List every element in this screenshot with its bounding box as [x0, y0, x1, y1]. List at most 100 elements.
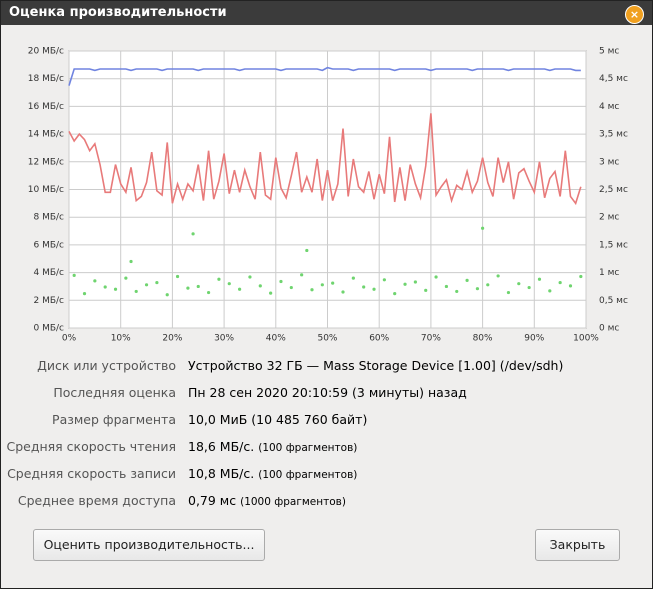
info-value: 0,79 мс (1000 фрагментов)	[188, 493, 346, 508]
y-tick-label: 6 МБ/с	[33, 240, 64, 250]
info-label: Последняя оценка	[53, 385, 176, 400]
x-tick-label: 90%	[524, 334, 544, 344]
value-note: (100 фрагментов)	[258, 469, 358, 481]
access-point	[548, 289, 552, 293]
y-tick-label: 2 МБ/с	[33, 296, 64, 306]
info-value: 18,6 МБ/с. (100 фрагментов)	[188, 439, 357, 454]
access-point	[413, 280, 417, 284]
access-point	[537, 277, 542, 281]
access-point	[217, 277, 221, 281]
access-point	[481, 226, 485, 230]
access-point	[129, 259, 133, 264]
access-point	[527, 285, 531, 290]
access-point	[191, 232, 195, 236]
access-point	[113, 287, 118, 291]
access-point	[444, 284, 449, 289]
access-point	[103, 285, 107, 289]
y-tick-label: 18 МБ/с	[28, 74, 64, 84]
value-text: Пн 28 сен 2020 20:10:59 (3 минуты) назад	[188, 385, 467, 400]
info-label: Среднее время доступа	[17, 493, 176, 508]
close-button[interactable]: Закрыть	[535, 529, 620, 561]
x-tick-label: 30%	[214, 334, 234, 344]
access-point	[568, 284, 573, 288]
x-tick-label: 0%	[62, 334, 77, 344]
access-point	[475, 287, 480, 291]
value-note: (1000 фрагментов)	[240, 496, 346, 508]
y2-tick-label: 0,5 мс	[599, 296, 628, 306]
x-tick-label: 80%	[473, 334, 493, 344]
series-line	[68, 66, 581, 86]
access-point	[134, 289, 138, 294]
access-point	[424, 288, 428, 292]
value-text: Устройство 32 ГБ — Mass Storage Device […	[188, 358, 564, 373]
value-text: 10,8 МБ/с.	[188, 466, 255, 481]
access-point	[331, 281, 335, 285]
window-title: Оценка производительности	[9, 5, 227, 20]
x-tick-label: 50%	[317, 334, 337, 344]
access-point	[305, 248, 309, 253]
access-point	[517, 282, 521, 286]
close-icon[interactable]: ×	[625, 5, 644, 24]
y-tick-label: 10 МБ/с	[28, 185, 64, 195]
access-point	[227, 282, 231, 286]
y-tick-label: 16 МБ/с	[28, 102, 64, 112]
y2-tick-label: 1,5 мс	[599, 240, 628, 250]
access-point	[558, 280, 562, 285]
access-point	[175, 274, 180, 279]
access-point	[486, 283, 490, 287]
y-tick-label: 4 МБ/с	[33, 268, 64, 278]
info-value: 10,0 МиБ (10 485 760 байт)	[188, 412, 367, 427]
access-point	[579, 274, 583, 279]
access-point	[238, 287, 242, 291]
access-point	[496, 274, 500, 278]
access-point	[382, 278, 386, 282]
info-value: Устройство 32 ГБ — Mass Storage Device […	[188, 358, 563, 373]
access-point	[258, 284, 262, 288]
access-point	[289, 285, 293, 290]
value-text: 18,6 МБ/с.	[188, 439, 255, 454]
access-point	[72, 273, 76, 277]
access-point	[93, 279, 97, 283]
info-label: Диск или устройство	[37, 358, 176, 373]
info-label: Размер фрагмента	[52, 412, 176, 427]
y-tick-label: 0 МБ/с	[33, 324, 64, 334]
value-text: 10,0 МиБ (10 485 760 байт)	[188, 412, 368, 427]
access-point	[300, 273, 304, 277]
access-point	[144, 283, 149, 287]
access-point	[165, 293, 169, 297]
x-tick-label: 60%	[369, 334, 389, 344]
access-point	[124, 276, 128, 280]
access-point	[362, 285, 366, 289]
access-point	[465, 278, 469, 282]
chart: 0 МБ/с 2 МБ/с 4 МБ/с 6 МБ/с 8 МБ/с 10 МБ/с 12 …	[28, 47, 628, 344]
y-tick-label: 20 МБ/с	[28, 47, 64, 57]
benchmark-button[interactable]: Оценить производительность...	[33, 529, 265, 561]
access-point	[320, 283, 324, 287]
x-tick-label: 10%	[111, 334, 131, 344]
y2-tick-label: 1 мс	[599, 268, 619, 278]
access-point	[248, 275, 252, 279]
y2-tick-label: 4,5 мс	[599, 74, 628, 84]
access-point	[341, 290, 345, 294]
access-point	[310, 288, 314, 292]
access-point	[393, 292, 397, 296]
title-bar: Оценка производительности ×	[1, 1, 652, 25]
access-point	[351, 276, 355, 280]
access-point	[279, 279, 283, 284]
access-point	[372, 287, 376, 291]
y2-tick-label: 4 мс	[599, 102, 619, 112]
access-point	[82, 292, 87, 296]
y-tick-label: 14 МБ/с	[28, 130, 64, 140]
y-tick-label: 8 МБ/с	[33, 213, 64, 223]
x-tick-label: 100%	[573, 334, 599, 344]
info-value: Пн 28 сен 2020 20:10:59 (3 минуты) назад	[188, 385, 467, 400]
x-tick-label: 20%	[162, 334, 182, 344]
value-note: (100 фрагментов)	[258, 442, 358, 454]
access-point	[455, 289, 459, 294]
access-point	[403, 282, 407, 286]
info-value: 10,8 МБ/с. (100 фрагментов)	[188, 466, 357, 481]
x-tick-label: 40%	[266, 334, 286, 344]
series-line	[68, 113, 582, 206]
y2-tick-label: 5 мс	[599, 47, 619, 57]
